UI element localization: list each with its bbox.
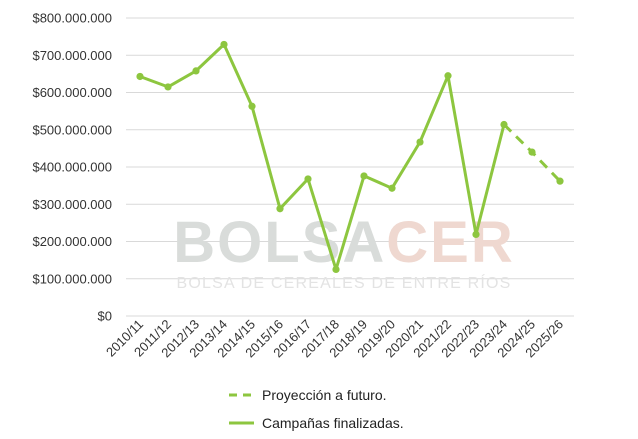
gridlines xyxy=(126,17,574,317)
legend-label-finished: Campañas finalizadas. xyxy=(262,415,404,431)
data-point-finished xyxy=(304,175,312,183)
data-point-projection xyxy=(556,177,564,185)
legend-label-projection: Proyección a futuro. xyxy=(262,387,387,403)
y-tick-label: $200.000.000 xyxy=(32,234,112,249)
data-point-finished xyxy=(248,102,256,110)
watermark-brand-left: BOLSA xyxy=(173,210,386,275)
data-point-finished xyxy=(164,83,172,91)
watermark-subtitle: BOLSA DE CEREALES DE ENTRE RÍOS xyxy=(176,273,511,292)
data-point-finished xyxy=(388,184,396,192)
x-axis-ticks: 2010/112011/122012/132013/142014/152015/… xyxy=(103,317,566,361)
y-tick-label: $600.000.000 xyxy=(32,85,112,100)
y-tick-label: $0 xyxy=(98,309,112,324)
data-point-finished xyxy=(444,72,452,80)
legend: Proyección a futuro. Campañas finalizada… xyxy=(229,387,404,431)
data-point-finished xyxy=(136,72,144,81)
data-point-projection xyxy=(528,148,536,156)
series-line-finished xyxy=(138,42,506,271)
data-point-finished xyxy=(332,265,340,274)
watermark-brand-right: CER xyxy=(386,210,514,275)
data-point-finished xyxy=(276,205,284,213)
y-tick-label: $700.000.000 xyxy=(32,48,112,63)
watermark-logo: BOLSACER BOLSA DE CEREALES DE ENTRE RÍOS xyxy=(173,210,514,292)
data-point-finished xyxy=(472,230,480,239)
legend-item-projection: Proyección a futuro. xyxy=(229,387,387,403)
data-points xyxy=(136,40,564,274)
y-tick-label: $100.000.000 xyxy=(32,271,112,286)
y-tick-label: $800.000.000 xyxy=(32,11,112,26)
data-point-finished xyxy=(192,67,200,75)
y-tick-label: $400.000.000 xyxy=(32,160,112,175)
legend-item-finished: Campañas finalizadas. xyxy=(229,415,404,431)
y-axis-ticks: $0 $100.000.000 $200.000.000 $300.000.000 $4… xyxy=(32,11,112,324)
data-point-finished xyxy=(500,120,508,129)
data-point-finished xyxy=(220,40,228,49)
y-tick-label: $500.000.000 xyxy=(32,122,112,137)
y-tick-label: $300.000.000 xyxy=(32,197,112,212)
data-point-finished xyxy=(360,172,368,180)
data-point-finished xyxy=(416,138,424,146)
